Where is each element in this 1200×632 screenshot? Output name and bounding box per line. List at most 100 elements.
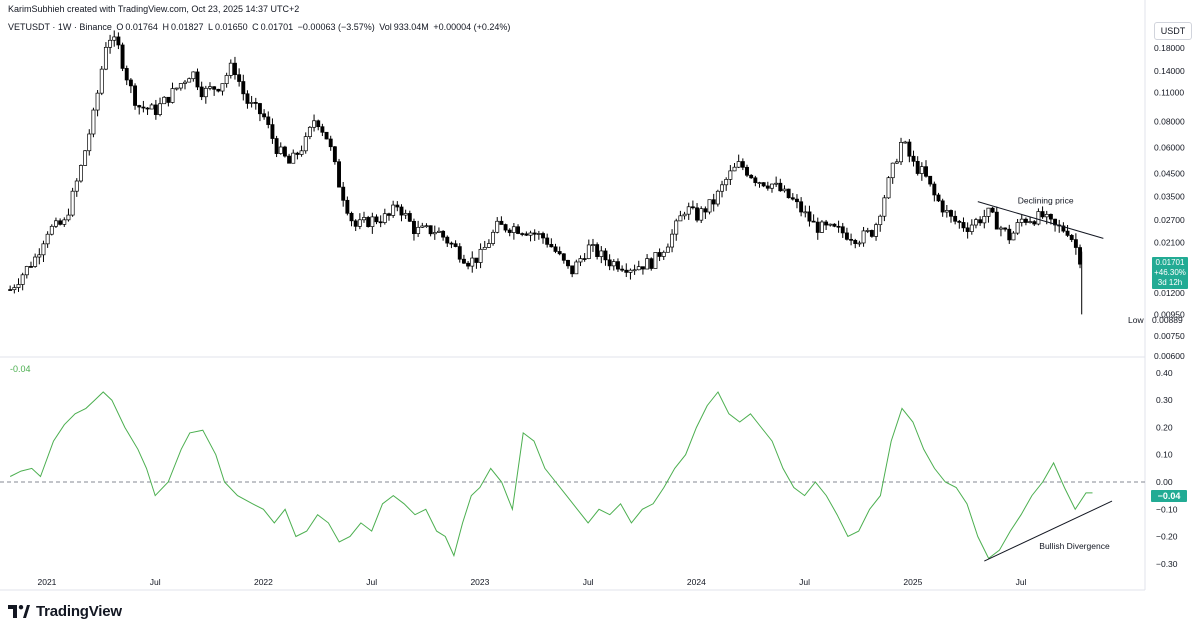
candle [24, 265, 29, 279]
currency-selector[interactable]: USDT [1154, 22, 1192, 40]
candle [599, 246, 604, 264]
candle-body [707, 199, 712, 213]
candle-body [819, 221, 824, 233]
candle [58, 218, 63, 226]
candle-body [337, 161, 341, 188]
candle-body [412, 220, 416, 234]
candle-body [890, 162, 895, 179]
candle [1036, 208, 1041, 226]
candle-body [790, 197, 795, 200]
candle-body [441, 230, 446, 238]
tradingview-logo[interactable]: TradingView [8, 603, 122, 620]
candle [486, 239, 491, 248]
candle [320, 123, 325, 137]
candle [745, 164, 749, 178]
candle [703, 206, 708, 219]
candle [603, 248, 608, 266]
candle [191, 71, 196, 82]
candle [903, 140, 908, 144]
candle-body [611, 261, 616, 267]
candle-body [149, 104, 154, 110]
symbol-name[interactable]: VETUSDT · 1W · Binance [8, 22, 112, 32]
price-tick-label: 0.02700 [1154, 215, 1185, 225]
candle-body [432, 232, 437, 235]
candle [445, 235, 450, 247]
candle [91, 107, 96, 138]
candle [586, 239, 591, 260]
candle [1078, 244, 1082, 269]
low-marker-label: Low [1128, 315, 1144, 325]
candle-body [907, 141, 912, 157]
candle-body [420, 225, 425, 228]
candle-body [1073, 239, 1078, 248]
candle [670, 229, 675, 253]
candle-body [749, 174, 754, 179]
candle [45, 231, 50, 248]
candle [711, 193, 716, 212]
candle-body [720, 184, 724, 192]
candle-body [832, 223, 837, 227]
candle [374, 214, 379, 225]
candle [249, 95, 254, 108]
candle-body [382, 213, 387, 223]
candle [503, 223, 508, 233]
candle-body [736, 161, 741, 168]
candle [582, 253, 587, 262]
candle-body [869, 230, 874, 237]
candle-body [99, 68, 104, 94]
candle [578, 255, 583, 267]
candle [753, 175, 758, 187]
candles-group [8, 30, 1083, 315]
candle-body [1065, 230, 1070, 236]
candle-body [203, 87, 208, 98]
price-axis[interactable]: 0.18000 0.14000 0.11000 0.08000 0.06000 0.045… [1154, 43, 1185, 361]
osc-tick-label: −0.30 [1156, 559, 1178, 569]
candle-body [1036, 211, 1041, 225]
candle-body [570, 265, 575, 275]
candle [282, 145, 287, 158]
candle-body [220, 83, 225, 92]
candle-body [199, 86, 204, 98]
candle-body [49, 225, 54, 235]
candle-body [470, 257, 475, 267]
candle-body [557, 251, 562, 255]
price-tick-label: 0.02100 [1154, 238, 1185, 248]
candle [611, 259, 616, 271]
candle-body [45, 233, 50, 245]
candle [824, 219, 829, 230]
candle [20, 272, 25, 291]
candle-body [224, 75, 229, 85]
candle [441, 230, 446, 241]
candle-body [998, 227, 1003, 230]
candle-body [944, 210, 949, 213]
candle-body [969, 224, 974, 232]
vol-change-value: +0.00004 (+0.24%) [433, 22, 511, 32]
candle [66, 208, 71, 222]
price-tick-label: 0.18000 [1154, 43, 1185, 53]
candle-body [953, 215, 958, 222]
candle-body [911, 155, 916, 162]
candle [553, 243, 558, 254]
chart-attribution: KarimSubhieh created with TradingView.co… [8, 4, 300, 14]
candle [541, 231, 545, 244]
candle [532, 229, 537, 241]
candle [561, 253, 566, 264]
candle [133, 83, 138, 110]
candle [890, 162, 895, 184]
candle [153, 99, 158, 120]
candle-body [978, 219, 983, 224]
candle-body [457, 246, 462, 260]
candle [778, 178, 783, 192]
candle [749, 174, 754, 179]
candle-body [436, 230, 441, 233]
time-axis[interactable]: 2021 Jul 2022 Jul 2023 Jul 2024 Jul 2025 Jul [38, 577, 1027, 587]
candle-body [187, 78, 192, 83]
time-tick-label: 2021 [38, 577, 57, 587]
candle [757, 181, 762, 188]
oscillator-axis[interactable]: 0.40 0.30 0.20 0.10 0.00 −0.10 −0.20 −0.30 [1156, 368, 1178, 569]
candle-body [595, 244, 600, 257]
candle-body [78, 165, 83, 182]
candle [203, 85, 208, 104]
candle [112, 30, 117, 47]
